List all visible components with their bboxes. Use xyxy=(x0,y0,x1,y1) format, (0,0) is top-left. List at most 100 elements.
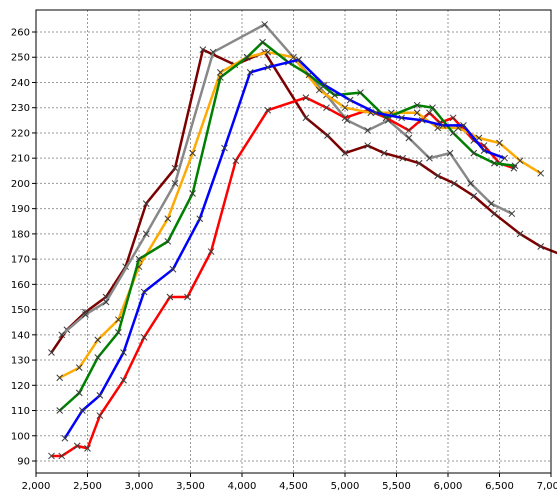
data-point-marker xyxy=(470,192,478,200)
data-point-marker xyxy=(115,328,122,336)
data-point-marker xyxy=(341,149,349,157)
data-point-marker xyxy=(341,104,349,112)
data-point-marker xyxy=(184,293,191,301)
y-tick-label: 180 xyxy=(11,229,30,240)
series-0 xyxy=(48,46,557,356)
data-point-marker xyxy=(164,215,172,223)
data-point-marker xyxy=(94,354,102,361)
data-point-marker xyxy=(221,144,228,152)
data-point-marker xyxy=(120,349,127,356)
data-point-marker xyxy=(405,127,413,134)
y-tick-label: 140 xyxy=(11,330,30,341)
data-point-marker xyxy=(196,215,204,223)
data-point-marker xyxy=(73,442,81,450)
data-point-marker xyxy=(264,63,272,71)
data-point-marker xyxy=(460,122,467,129)
data-point-marker xyxy=(232,157,240,165)
data-point-marker xyxy=(364,142,372,149)
y-tick-label: 100 xyxy=(11,431,30,442)
data-point-marker xyxy=(246,69,254,76)
data-point-marker xyxy=(140,333,148,341)
data-point-marker xyxy=(341,114,349,122)
data-point-marker xyxy=(537,243,545,250)
x-tick-label: 6,500 xyxy=(485,481,514,492)
data-point-marker xyxy=(511,162,519,170)
y-tick-label: 160 xyxy=(11,280,30,291)
data-point-marker xyxy=(429,104,436,112)
data-point-marker xyxy=(426,154,433,162)
data-point-marker xyxy=(321,81,328,89)
y-axis-ticks: 90 100 110 120 130 140 150 160 170 180 190 200 210 22… xyxy=(11,28,36,468)
data-point-marker xyxy=(199,46,207,54)
y-tick-label: 250 xyxy=(11,53,30,64)
data-point-marker xyxy=(537,169,545,177)
data-point-marker xyxy=(346,96,354,104)
x-tick-label: 2,500 xyxy=(73,481,102,492)
data-point-marker xyxy=(399,154,407,162)
data-point-marker xyxy=(302,114,310,122)
data-point-marker xyxy=(405,134,413,142)
data-point-marker xyxy=(434,172,442,180)
y-tick-label: 150 xyxy=(11,305,30,316)
data-point-marker xyxy=(516,157,524,165)
data-point-marker xyxy=(439,122,447,129)
y-tick-label: 260 xyxy=(11,28,30,39)
data-point-marker xyxy=(58,452,66,460)
data-point-marker xyxy=(140,288,148,296)
data-point-marker xyxy=(264,48,272,56)
data-point-marker xyxy=(516,230,524,238)
data-point-marker xyxy=(96,392,104,399)
data-point-marker xyxy=(207,248,215,255)
x-tick-label: 3,000 xyxy=(125,481,154,492)
data-point-marker xyxy=(120,376,127,384)
data-point-marker xyxy=(166,293,174,301)
data-point-marker xyxy=(508,210,516,218)
data-point-marker xyxy=(264,106,272,114)
data-point-marker xyxy=(302,94,310,101)
data-point-marker xyxy=(324,132,331,139)
data-point-marker xyxy=(470,137,478,144)
data-point-marker xyxy=(142,200,150,207)
y-tick-label: 190 xyxy=(11,204,30,215)
data-point-marker xyxy=(415,159,423,167)
x-tick-label: 3,500 xyxy=(176,481,205,492)
data-point-marker xyxy=(48,452,55,460)
x-tick-label: 7,000 xyxy=(537,481,557,492)
y-tick-label: 210 xyxy=(11,154,30,165)
data-point-marker xyxy=(413,101,421,109)
series-group xyxy=(48,21,557,460)
data-point-marker xyxy=(413,109,421,117)
data-point-marker xyxy=(470,149,478,157)
data-point-marker xyxy=(96,412,104,419)
data-point-marker xyxy=(259,38,266,46)
y-tick-label: 230 xyxy=(11,103,30,114)
data-point-marker xyxy=(135,255,143,263)
data-point-marker xyxy=(189,149,196,157)
data-point-marker xyxy=(364,127,372,134)
data-point-marker xyxy=(217,74,224,81)
data-point-marker xyxy=(56,407,64,414)
data-point-marker xyxy=(449,129,457,137)
data-point-marker xyxy=(487,200,495,207)
y-tick-label: 120 xyxy=(11,381,30,392)
x-tick-label: 5,000 xyxy=(331,481,360,492)
x-tick-label: 2,000 xyxy=(22,481,51,492)
y-tick-label: 110 xyxy=(11,406,30,417)
data-point-marker xyxy=(56,374,64,382)
y-tick-label: 130 xyxy=(11,356,30,367)
series-5 xyxy=(61,56,509,442)
data-point-marker xyxy=(323,104,330,112)
data-point-marker xyxy=(171,164,179,172)
data-point-marker xyxy=(290,53,297,61)
series-line xyxy=(63,58,506,439)
y-tick-label: 220 xyxy=(11,128,30,139)
data-point-marker xyxy=(171,180,179,187)
series-line xyxy=(58,40,516,412)
y-tick-label: 170 xyxy=(11,255,30,266)
series-4 xyxy=(56,38,519,414)
data-point-marker xyxy=(61,434,69,442)
data-point-marker xyxy=(78,407,86,414)
data-point-marker xyxy=(450,180,458,187)
data-point-marker xyxy=(490,210,498,218)
